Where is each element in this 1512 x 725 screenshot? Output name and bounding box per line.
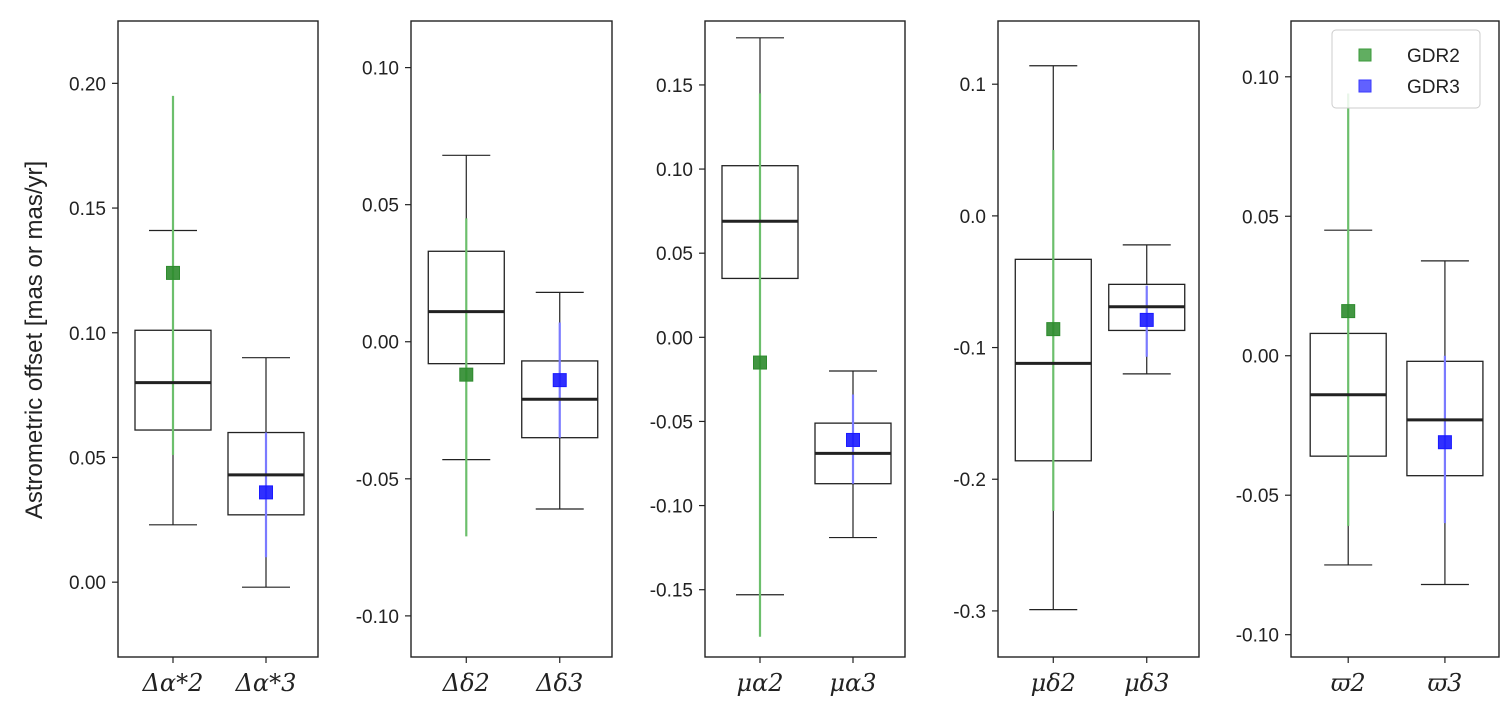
y-tick-label: -0.10 <box>650 497 693 518</box>
panels-layer: 0.00 0.05 0.10 0.15 0.20 Δα*2 Δα*3 -0.10 -0.05 0.… <box>69 20 1500 697</box>
legend-label-gdr2: GDR2 <box>1407 46 1460 67</box>
marker-gdr3 <box>1139 312 1154 327</box>
category-label: ϖ2 <box>1331 669 1366 697</box>
y-tick-label: -0.3 <box>953 602 986 623</box>
panel-frame <box>704 20 906 658</box>
panel-frame <box>117 20 319 658</box>
category-label: Δδ2 <box>442 669 490 697</box>
marker-gdr2 <box>1341 304 1356 319</box>
y-axis-label: Astrometric offset [mas or mas/yr] <box>21 161 48 519</box>
panel-frame <box>410 20 613 658</box>
legend: GDR2 GDR3 <box>1331 29 1481 109</box>
y-tick-label: 0.00 <box>362 333 399 354</box>
category-label: μα2 <box>736 669 783 697</box>
category-label: Δδ3 <box>535 669 583 697</box>
marker-gdr2 <box>459 367 474 382</box>
marker-gdr2 <box>1046 322 1061 337</box>
panel-4: -0.3 -0.2 -0.1 0.0 0.1 μδ2 μδ3 <box>953 20 1200 697</box>
marker-gdr3 <box>259 485 273 500</box>
y-tick-label: 0.20 <box>69 74 106 95</box>
y-tick-label: 0.15 <box>656 76 693 97</box>
panel-1: 0.00 0.05 0.10 0.15 0.20 Δα*2 Δα*3 <box>69 20 319 697</box>
panel-2: -0.10 -0.05 0.00 0.05 0.10 Δδ2 Δδ3 <box>356 20 613 697</box>
y-tick-label: 0.05 <box>1242 207 1279 228</box>
legend-label-gdr3: GDR3 <box>1407 77 1460 98</box>
y-tick-label: 0.0 <box>960 207 986 228</box>
y-tick-label: 0.10 <box>69 324 106 345</box>
y-tick-label: -0.2 <box>953 470 986 491</box>
y-tick-label: -0.05 <box>650 412 693 433</box>
y-tick-label: 0.00 <box>69 573 106 594</box>
panel-frame <box>1290 20 1500 658</box>
y-tick-label: 0.05 <box>69 448 106 469</box>
y-tick-label: 0.15 <box>69 199 106 220</box>
marker-gdr3 <box>1437 435 1452 450</box>
y-tick-label: 0.05 <box>656 244 693 265</box>
panel-5: -0.10 -0.05 0.00 0.05 0.10 ϖ2 ϖ3 <box>1236 20 1500 697</box>
y-tick-label: -0.05 <box>356 470 399 491</box>
legend-marker-gdr3 <box>1358 79 1372 93</box>
marker-gdr3 <box>552 373 567 388</box>
panel-3: -0.15 -0.10 -0.05 0.00 0.05 0.10 0.15 μα2 μα3 <box>650 20 906 697</box>
y-tick-label: -0.10 <box>1236 626 1279 647</box>
y-tick-label: 0.10 <box>656 160 693 181</box>
y-tick-label: -0.10 <box>356 607 399 628</box>
category-label: μδ3 <box>1124 669 1169 697</box>
y-tick-label: -0.05 <box>1236 486 1279 507</box>
category-label: μδ2 <box>1031 669 1076 697</box>
marker-gdr3 <box>846 432 860 447</box>
marker-gdr2 <box>753 355 767 370</box>
y-tick-label: 0.05 <box>362 196 399 217</box>
y-tick-label: 0.10 <box>1242 68 1279 89</box>
category-label: ϖ3 <box>1427 669 1462 697</box>
panel-frame <box>997 20 1200 658</box>
y-tick-label: 0.00 <box>1242 347 1279 368</box>
y-tick-label: 0.1 <box>960 75 986 96</box>
category-label: μα3 <box>829 669 876 697</box>
y-tick-label: 0.10 <box>362 59 399 80</box>
y-tick-label: -0.15 <box>650 581 693 602</box>
y-tick-label: 0.00 <box>656 328 693 349</box>
y-tick-label: -0.1 <box>953 339 986 360</box>
marker-gdr2 <box>166 265 180 280</box>
category-label: Δα*3 <box>235 669 297 697</box>
legend-marker-gdr2 <box>1358 48 1372 62</box>
category-label: Δα*2 <box>142 669 204 697</box>
